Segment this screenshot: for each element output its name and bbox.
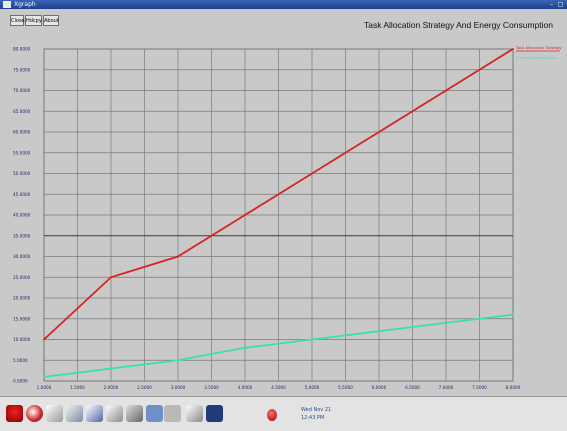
legend-label: Task Allocation Strategy bbox=[515, 45, 562, 50]
data-point bbox=[177, 255, 179, 258]
data-point bbox=[43, 338, 45, 341]
panel-icon[interactable] bbox=[186, 405, 203, 422]
chart-title: Task Allocation Strategy And Energy Cons… bbox=[364, 20, 553, 30]
series-line bbox=[43, 313, 514, 378]
y-tick-label: 25.0000 bbox=[13, 275, 31, 280]
x-tick-label: 5.5000 bbox=[338, 385, 353, 390]
clock[interactable]: Wed Nov 21 12:43 PM bbox=[301, 406, 331, 422]
window-titlebar: Xgraph – □ bbox=[0, 0, 567, 9]
data-point bbox=[445, 89, 447, 92]
y-tick-label: 65.0000 bbox=[13, 109, 31, 114]
mail-icon[interactable] bbox=[46, 405, 63, 422]
x-tick-label: 3.0000 bbox=[171, 385, 186, 390]
x-tick-label: 3.5000 bbox=[204, 385, 219, 390]
x-tick-label: 8.0000 bbox=[506, 385, 521, 390]
y-tick-label: 45.0000 bbox=[13, 192, 31, 197]
legend-label: Energy Consumption bbox=[516, 55, 556, 60]
x-tick-label: 4.0000 bbox=[238, 385, 253, 390]
x-tick-label: 2.5000 bbox=[137, 385, 152, 390]
workspace-icon[interactable] bbox=[146, 405, 163, 422]
close-button[interactable]: Close bbox=[10, 15, 25, 26]
status-indicator-icon[interactable] bbox=[267, 409, 277, 421]
y-tick-label: 20.0000 bbox=[13, 296, 31, 301]
x-tick-label: 1.5000 bbox=[70, 385, 85, 390]
window-title: Xgraph bbox=[14, 1, 36, 8]
x-tick-label: 5.0000 bbox=[305, 385, 320, 390]
y-tick-label: 0.0000 bbox=[13, 379, 28, 384]
files-icon[interactable] bbox=[66, 405, 83, 422]
taskbar: Wed Nov 21 12:43 PM bbox=[0, 396, 567, 431]
y-tick-label: 40.0000 bbox=[13, 213, 31, 218]
minimize-icon[interactable]: – bbox=[550, 1, 553, 8]
line-chart: 1.0000 1.5000 2.0000 2.5000 3.0000 3.5000 4.00… bbox=[13, 45, 562, 390]
y-tick-label: 15.0000 bbox=[13, 316, 31, 321]
y-tick-label: 10.0000 bbox=[13, 337, 31, 342]
data-point bbox=[244, 346, 246, 349]
data-point bbox=[110, 367, 112, 370]
terminal-icon[interactable] bbox=[206, 405, 223, 422]
xgraph-window: 1.0000 1.5000 2.0000 2.5000 3.0000 3.5000 4.00… bbox=[0, 9, 567, 396]
workspace-icon[interactable] bbox=[164, 405, 181, 422]
x-tick-label: 1.0000 bbox=[37, 385, 52, 390]
app-icon bbox=[3, 1, 11, 8]
y-tick-label: 50.0000 bbox=[13, 171, 31, 176]
x-tick-label: 4.5000 bbox=[271, 385, 286, 390]
y-tick-label: 60.0000 bbox=[13, 130, 31, 135]
x-tick-label: 7.0000 bbox=[439, 385, 454, 390]
y-tick-label: 75.0000 bbox=[13, 67, 31, 72]
printer-icon[interactable] bbox=[126, 405, 143, 422]
clock-day: Wed Nov 21 bbox=[301, 407, 332, 413]
data-point bbox=[311, 172, 313, 175]
clock-time: 12:43 PM bbox=[301, 415, 325, 421]
text-editor-icon[interactable] bbox=[86, 405, 103, 422]
globe-icon[interactable] bbox=[26, 405, 43, 422]
data-point bbox=[512, 48, 514, 50]
x-tick-label: 6.5000 bbox=[405, 385, 420, 390]
data-point bbox=[43, 375, 45, 378]
y-tick-label: 5.0000 bbox=[13, 358, 28, 363]
hardcopy-button[interactable]: Hdcpy bbox=[25, 15, 42, 26]
maximize-icon[interactable]: □ bbox=[557, 1, 564, 8]
y-tick-label: 80.0000 bbox=[13, 47, 31, 52]
data-point bbox=[378, 131, 380, 133]
y-tick-label: 55.0000 bbox=[13, 150, 31, 155]
data-point bbox=[177, 359, 179, 362]
x-tick-label: 7.5000 bbox=[472, 385, 487, 390]
x-tick-label: 6.0000 bbox=[372, 385, 387, 390]
series-line bbox=[43, 48, 514, 341]
y-tick-label: 35.0000 bbox=[13, 233, 31, 238]
y-tick-label: 70.0000 bbox=[13, 88, 31, 93]
data-point bbox=[512, 313, 514, 316]
data-point bbox=[110, 276, 112, 279]
presentation-icon[interactable] bbox=[106, 405, 123, 422]
data-point bbox=[378, 330, 380, 333]
y-tick-label: 30.0000 bbox=[13, 254, 31, 259]
about-button[interactable]: About bbox=[43, 15, 59, 26]
redhat-icon[interactable] bbox=[6, 405, 23, 422]
data-point bbox=[445, 322, 447, 324]
data-point bbox=[311, 338, 313, 341]
x-tick-label: 2.0000 bbox=[104, 385, 119, 390]
data-point bbox=[244, 214, 246, 216]
